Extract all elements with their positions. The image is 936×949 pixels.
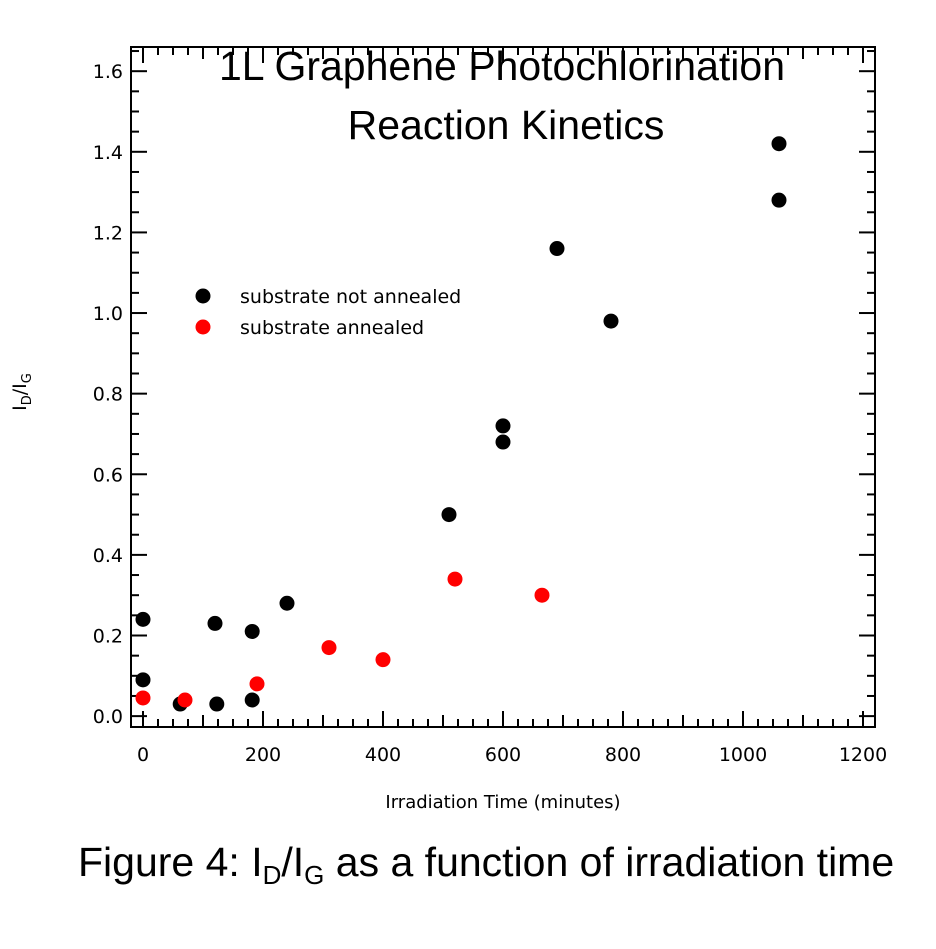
y-tick-label: 0.4 (93, 545, 123, 567)
point-annealed (177, 692, 193, 708)
y-label-slash-i: /I (9, 383, 31, 395)
y-label-sub-g: G (20, 373, 35, 383)
point-not-annealed (244, 692, 260, 708)
y-axis-label: ID/IG (9, 373, 35, 411)
point-annealed (375, 652, 391, 668)
y-tick-label: 1.6 (93, 61, 123, 83)
caption-suffix: as a function of irradiation time (324, 839, 895, 885)
point-annealed (447, 571, 463, 587)
point-annealed (135, 690, 151, 706)
caption-sub-d: D (262, 860, 282, 890)
x-tick-label: 1200 (839, 744, 887, 766)
point-not-annealed (771, 192, 787, 208)
figure-caption: Figure 4: ID/IG as a function of irradia… (78, 836, 928, 888)
point-not-annealed (135, 611, 151, 627)
x-tick-label: 0 (137, 744, 149, 766)
y-tick-label: 1.0 (93, 303, 123, 325)
legend-marker-not-annealed (195, 288, 211, 304)
scatter-chart: 0.0 0.2 0.4 0.6 0.8 1.0 1.2 1.4 1.6 0 200 400 600 80… (9, 43, 887, 813)
legend-label-not-annealed: substrate not annealed (240, 286, 461, 308)
point-annealed (534, 587, 550, 603)
plot-frame (130, 46, 876, 728)
point-not-annealed (135, 672, 151, 688)
point-not-annealed (441, 507, 457, 523)
y-tick-label: 0.2 (93, 626, 123, 648)
x-tick-label: 400 (365, 744, 401, 766)
point-not-annealed (207, 615, 223, 631)
x-tick-label: 200 (245, 744, 281, 766)
chart-title-line-1: 1L Graphene Photochlorination (219, 43, 785, 89)
point-not-annealed (495, 434, 511, 450)
x-tick-label: 600 (485, 744, 521, 766)
point-not-annealed (279, 595, 295, 611)
y-label-i: I (9, 405, 31, 411)
caption-mid: /I (281, 839, 305, 885)
y-tick-label: 0.8 (93, 384, 123, 406)
point-not-annealed (771, 136, 787, 152)
data-points (135, 136, 787, 712)
point-not-annealed (244, 623, 260, 639)
point-not-annealed (495, 418, 511, 434)
point-annealed (249, 676, 265, 692)
y-tick-label: 1.2 (93, 222, 123, 244)
y-tick-labels: 0.0 0.2 0.4 0.6 0.8 1.0 1.2 1.4 1.6 (93, 61, 123, 728)
point-annealed (321, 640, 337, 656)
legend: substrate not annealed substrate anneale… (195, 286, 461, 339)
point-not-annealed (549, 241, 565, 257)
caption-prefix: Figure 4: I (78, 839, 263, 885)
chart-title-line-2: Reaction Kinetics (348, 102, 665, 148)
caption-sub-g: G (304, 860, 325, 890)
axis-ticks (131, 47, 875, 727)
y-tick-label: 0.6 (93, 464, 123, 486)
legend-marker-annealed (195, 319, 211, 335)
y-tick-label: 0.0 (93, 706, 123, 728)
point-not-annealed (603, 313, 619, 329)
legend-label-annealed: substrate annealed (240, 317, 424, 339)
x-tick-label: 800 (605, 744, 641, 766)
y-label-sub-d: D (20, 395, 35, 405)
point-not-annealed (209, 696, 225, 712)
y-tick-label: 1.4 (93, 142, 123, 164)
x-tick-label: 1000 (719, 744, 767, 766)
x-tick-labels: 0 200 400 600 800 1000 1200 (137, 744, 887, 766)
x-axis-label: Irradiation Time (minutes) (385, 792, 620, 813)
